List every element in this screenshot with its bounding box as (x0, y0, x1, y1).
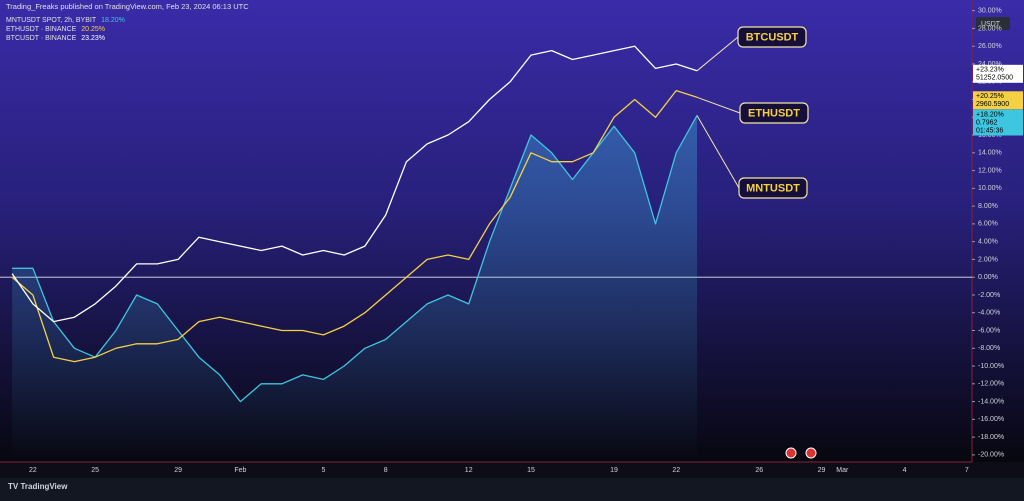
x-tick-label: 29 (174, 467, 182, 474)
legend-name: MNTUSDT SPOT, 2h, BYBIT (6, 17, 97, 24)
x-tick-label: 7 (965, 467, 969, 474)
callout-line (696, 115, 740, 189)
price-box (973, 64, 1023, 83)
y-tick-label: -18.00% (978, 434, 1004, 441)
x-tick-label: 22 (29, 467, 37, 474)
x-tick-label: 15 (527, 467, 535, 474)
y-tick-label: 4.00% (978, 239, 998, 246)
x-axis-strip (0, 462, 1024, 478)
y-tick-label: 10.00% (978, 185, 1002, 192)
event-icon[interactable] (785, 447, 797, 459)
y-tick-label: 30.00% (978, 8, 1002, 15)
y-tick-label: 12.00% (978, 167, 1002, 174)
x-tick-label: 22 (672, 467, 680, 474)
legend-value: 20.25% (81, 26, 105, 33)
x-tick-label: 5 (321, 467, 325, 474)
price-label: +18.20% (976, 111, 1004, 118)
y-tick-label: -16.00% (978, 416, 1004, 423)
footer-bar (0, 478, 1024, 496)
legend-name: BTCUSDT · BINANCE (6, 35, 77, 42)
legend-name: ETHUSDT · BINANCE (6, 26, 77, 33)
series-line (11, 45, 698, 323)
y-tick-label: -8.00% (978, 345, 1000, 352)
series-line (11, 89, 698, 363)
price-box (973, 91, 1023, 110)
legend-item: ETHUSDT · BINANCE 20.25% (6, 26, 105, 33)
y-tick-label: -10.00% (978, 363, 1004, 370)
price-box (973, 109, 1023, 136)
x-tick-label: 29 (818, 467, 826, 474)
x-tick-label: 19 (610, 467, 618, 474)
price-label: 0.7962 (976, 119, 998, 126)
price-label: +23.23% (976, 67, 1004, 74)
callout-box (739, 102, 809, 124)
footer-logo: TV TradingView (8, 482, 68, 491)
y-tick-label: 26.00% (978, 43, 1002, 50)
footer-text: TradingView (20, 482, 68, 491)
callout-box (737, 26, 807, 48)
price-label: 51252.0500 (976, 75, 1013, 82)
currency-box (976, 17, 1010, 30)
area-fill (12, 115, 698, 462)
logo-mark: TV (8, 482, 20, 491)
x-tick-label: 26 (755, 467, 763, 474)
x-tick-label: Mar (836, 467, 849, 474)
price-label: +20.25% (976, 93, 1004, 100)
y-tick-label: 6.00% (978, 221, 998, 228)
y-tick-label: -20.00% (978, 452, 1004, 459)
y-tick-label: -2.00% (978, 292, 1000, 299)
event-icon[interactable] (805, 447, 817, 459)
legend-item: MNTUSDT SPOT, 2h, BYBIT 18.20% (6, 17, 125, 24)
y-tick-label: -14.00% (978, 398, 1004, 405)
price-label: 2960.5900 (976, 101, 1009, 108)
y-tick-label: -6.00% (978, 327, 1000, 334)
legend-item: BTCUSDT · BINANCE 23.23% (6, 35, 105, 42)
callout-label: BTCUSDT (746, 31, 799, 43)
x-tick-label: 8 (384, 467, 388, 474)
y-tick-label: 24.00% (978, 61, 1002, 68)
header: Trading_Freaks published on TradingView.… (6, 2, 249, 11)
callout-box (738, 177, 808, 199)
x-tick-label: 25 (91, 467, 99, 474)
x-tick-label: 12 (465, 467, 473, 474)
callout-line (696, 96, 741, 114)
legend-value: 18.20% (101, 17, 125, 24)
y-tick-label: 2.00% (978, 256, 998, 263)
callout-line (696, 36, 739, 72)
callout-label: ETHUSDT (748, 107, 800, 119)
currency: USDT (981, 21, 1001, 28)
series-line (12, 115, 698, 403)
y-tick-label: 0.00% (978, 274, 998, 281)
callout-label: MNTUSDT (746, 182, 800, 194)
x-tick-label: Feb (234, 467, 246, 474)
y-tick-label: 28.00% (978, 25, 1002, 32)
y-tick-label: -4.00% (978, 310, 1000, 317)
y-tick-label: 14.00% (978, 150, 1002, 157)
price-label: 01:45:36 (976, 127, 1003, 134)
y-tick-label: -12.00% (978, 381, 1004, 388)
x-tick-label: 4 (903, 467, 907, 474)
y-tick-label: 8.00% (978, 203, 998, 210)
legend-value: 23.23% (81, 35, 105, 42)
